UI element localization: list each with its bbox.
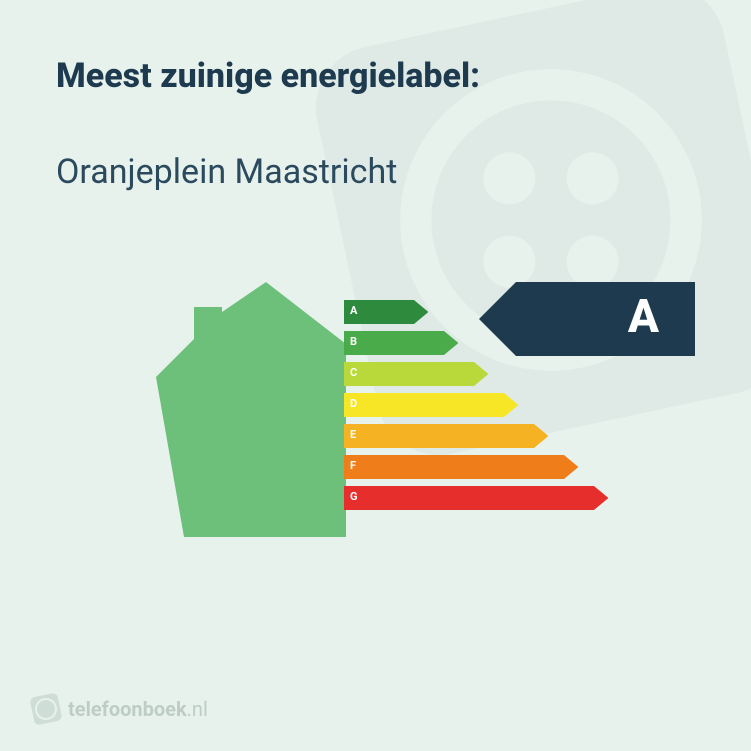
rating-letter: A [628, 290, 659, 344]
bar-shape-icon [344, 486, 608, 510]
bar-shape-icon [344, 362, 488, 386]
bar-letter: C [350, 366, 357, 379]
bar-letter: G [350, 490, 358, 503]
telefoonboek-icon [29, 692, 62, 725]
footer-brand-light: .nl [187, 697, 208, 721]
bar-letter: F [350, 459, 356, 472]
bar-letter: D [350, 397, 357, 410]
footer-brand-bold: telefoonboek [68, 697, 187, 721]
bar-letter: E [350, 428, 356, 441]
page-title: Meest zuinige energielabel: [56, 56, 695, 96]
bar-shape-icon [344, 424, 548, 448]
bar-letter: B [350, 335, 357, 348]
bar-shape-icon [344, 393, 518, 417]
footer-text: telefoonboek.nl [68, 697, 208, 721]
location-name: Oranjeplein Maastricht [56, 152, 695, 192]
rating-indicator [479, 282, 695, 356]
energy-label-chart: A B C D E F G A [56, 282, 695, 542]
house-icon [156, 282, 346, 537]
content-wrapper: Meest zuinige energielabel: Oranjeplein … [0, 0, 751, 751]
bar-shape-icon [344, 331, 458, 355]
footer-logo: telefoonboek.nl [32, 695, 208, 723]
bar-letter: A [350, 304, 357, 317]
bar-shape-icon [344, 455, 578, 479]
